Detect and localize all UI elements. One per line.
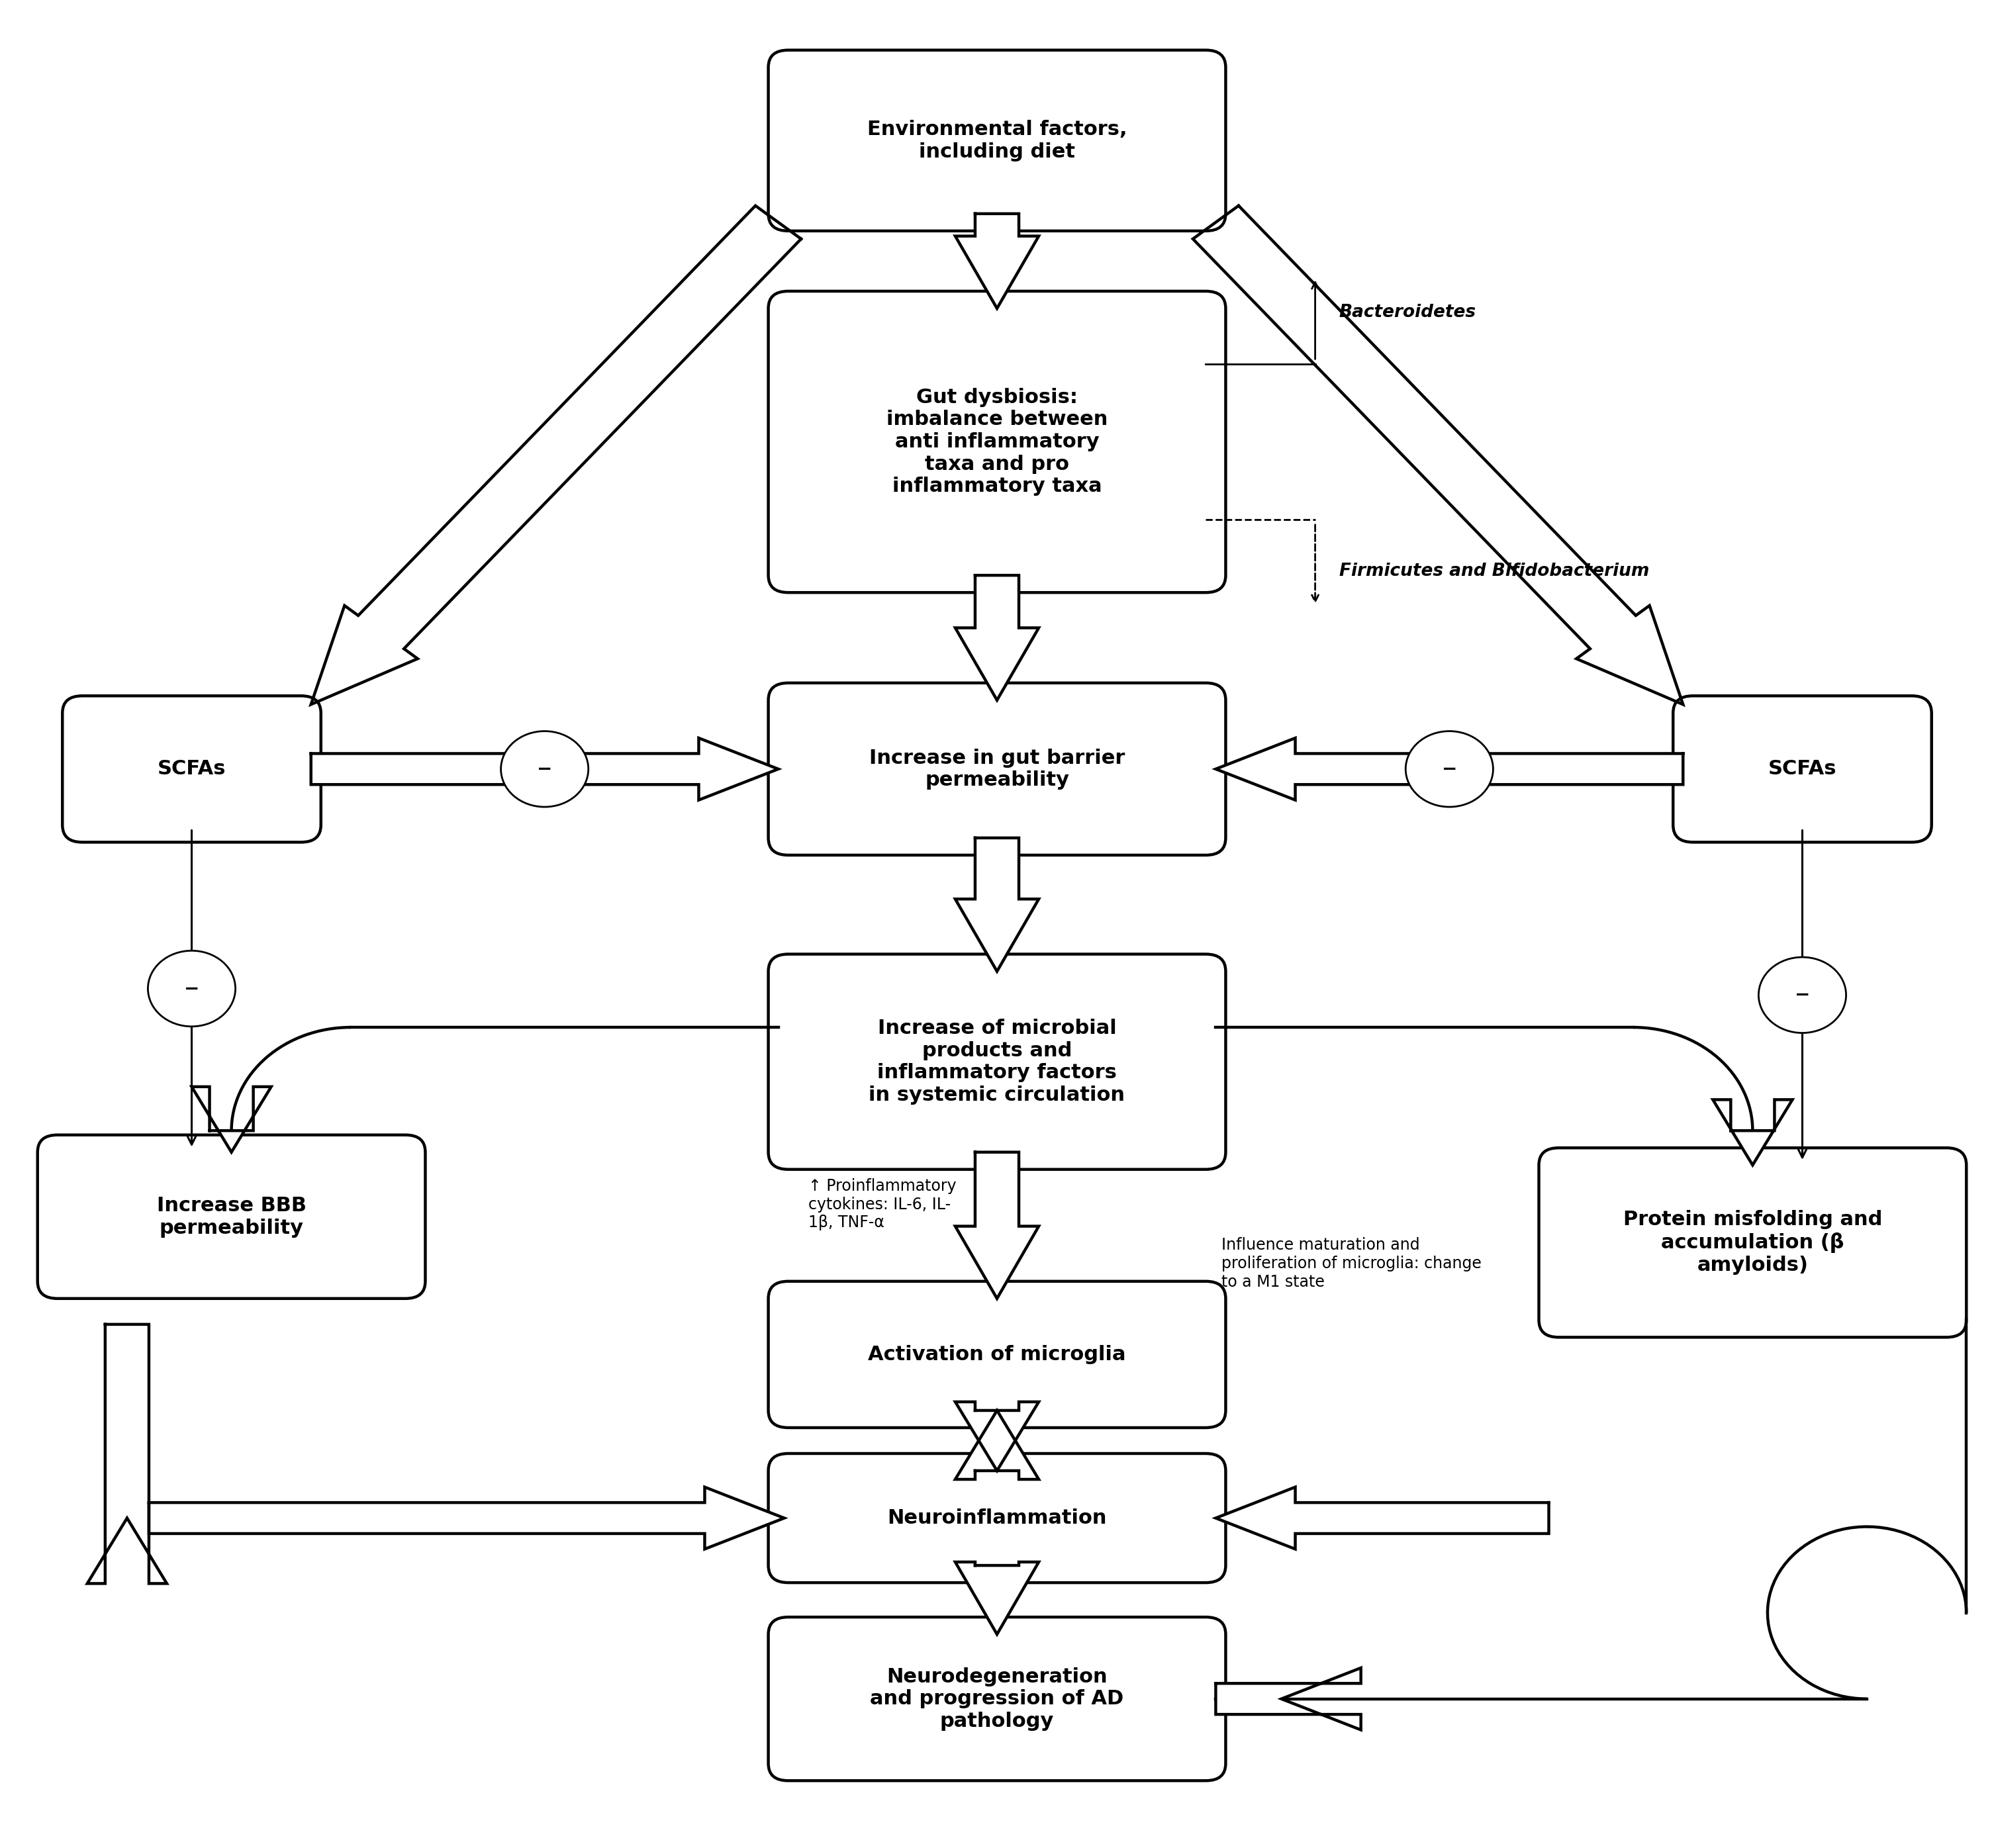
Text: ↑ Proinflammatory
cytokines: IL-6, IL-
1β, TNF-α: ↑ Proinflammatory cytokines: IL-6, IL- 1… <box>808 1177 957 1231</box>
Text: SCFAs: SCFAs <box>158 760 225 778</box>
Text: −: − <box>183 979 199 998</box>
Text: −: − <box>1442 760 1458 778</box>
Circle shape <box>148 950 235 1026</box>
Polygon shape <box>955 214 1039 309</box>
Polygon shape <box>955 1562 1039 1634</box>
FancyBboxPatch shape <box>768 684 1226 856</box>
Text: SCFAs: SCFAs <box>1769 760 1836 778</box>
Text: Increase in gut barrier
permeability: Increase in gut barrier permeability <box>869 748 1125 789</box>
Text: Neurodegeneration
and progression of AD
pathology: Neurodegeneration and progression of AD … <box>869 1667 1125 1732</box>
Polygon shape <box>311 737 778 800</box>
Text: Protein misfolding and
accumulation (β
amyloids): Protein misfolding and accumulation (β a… <box>1623 1210 1882 1275</box>
Circle shape <box>500 732 588 808</box>
Polygon shape <box>955 575 1039 700</box>
Polygon shape <box>955 1410 1039 1480</box>
Text: Neuroinflammation: Neuroinflammation <box>887 1508 1107 1528</box>
Polygon shape <box>1216 1669 1360 1730</box>
FancyBboxPatch shape <box>768 954 1226 1170</box>
FancyBboxPatch shape <box>1673 697 1932 843</box>
Polygon shape <box>1216 1488 1549 1549</box>
Text: Environmental factors,
including diet: Environmental factors, including diet <box>867 120 1127 161</box>
FancyBboxPatch shape <box>768 292 1226 593</box>
Polygon shape <box>955 1151 1039 1299</box>
Text: Increase BBB
permeability: Increase BBB permeability <box>158 1196 307 1238</box>
Polygon shape <box>1713 1100 1793 1164</box>
Text: Bacteroidetes: Bacteroidetes <box>1340 305 1476 322</box>
FancyBboxPatch shape <box>62 697 321 843</box>
FancyBboxPatch shape <box>768 1454 1226 1582</box>
Text: Firmicutes and Bifidobacterium: Firmicutes and Bifidobacterium <box>1340 562 1649 580</box>
Polygon shape <box>191 1087 271 1151</box>
FancyBboxPatch shape <box>38 1135 425 1299</box>
Circle shape <box>1406 732 1494 808</box>
Polygon shape <box>150 1488 784 1549</box>
Polygon shape <box>88 1325 167 1584</box>
Polygon shape <box>1192 205 1683 704</box>
FancyBboxPatch shape <box>768 1281 1226 1429</box>
Text: −: − <box>1795 985 1811 1003</box>
Text: −: − <box>536 760 552 778</box>
Circle shape <box>1759 957 1846 1033</box>
Text: Activation of microglia: Activation of microglia <box>867 1345 1127 1364</box>
FancyBboxPatch shape <box>1539 1148 1966 1338</box>
Polygon shape <box>955 837 1039 972</box>
Text: Influence maturation and
proliferation of microglia: change
to a M1 state: Influence maturation and proliferation o… <box>1222 1236 1482 1290</box>
FancyBboxPatch shape <box>768 50 1226 231</box>
Text: Increase of microbial
products and
inflammatory factors
in systemic circulation: Increase of microbial products and infla… <box>869 1018 1125 1105</box>
Text: Gut dysbiosis:
imbalance between
anti inflammatory
taxa and pro
inflammatory tax: Gut dysbiosis: imbalance between anti in… <box>885 388 1109 495</box>
Polygon shape <box>955 1403 1039 1471</box>
Polygon shape <box>311 205 802 704</box>
Polygon shape <box>1216 737 1683 800</box>
FancyBboxPatch shape <box>768 1617 1226 1781</box>
